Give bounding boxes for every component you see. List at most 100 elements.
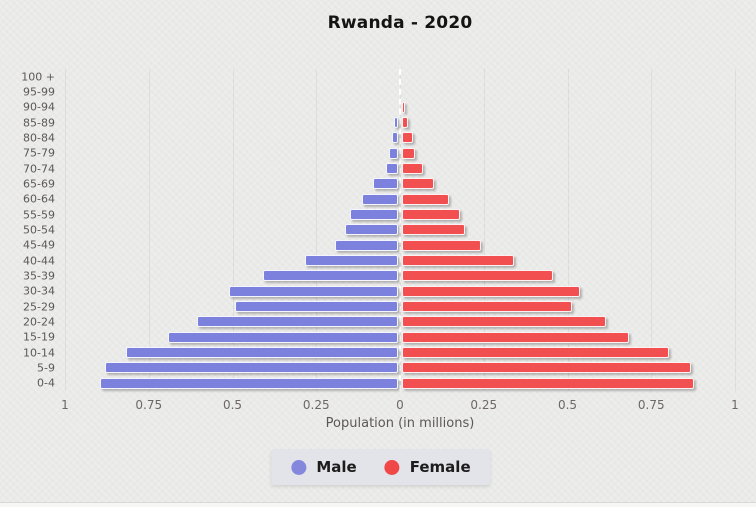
page-bottom-edge [0, 502, 756, 507]
female-bar-60-64[interactable] [402, 193, 449, 205]
male-bar-65-69[interactable] [373, 178, 398, 190]
x-tick-label: 1 [731, 398, 739, 412]
pyramid-row-75-79: 75-79 [23, 146, 735, 161]
female-bar-55-59[interactable] [402, 209, 460, 220]
male-legend-label: Male [316, 458, 357, 476]
pyramid-row-100: 100 + [21, 69, 735, 84]
male-bar-40-44[interactable] [304, 255, 398, 266]
male-bar-20-24[interactable] [196, 316, 398, 328]
age-group-label: 50-54 [23, 223, 55, 237]
gridline [316, 69, 318, 391]
x-tick-label: 0.5 [557, 398, 578, 412]
gridline [483, 69, 485, 391]
x-tick-label: 0.5 [222, 398, 243, 412]
male-bar-60-64[interactable] [362, 193, 398, 205]
legend: Male Female [271, 449, 491, 485]
female-bar-50-54[interactable] [402, 224, 466, 236]
gridline [232, 69, 234, 391]
age-group-label: 45-49 [23, 238, 55, 252]
plot-area: 100 +95-99 90-94 85-89 80-84 75-79 70-74 65-69… [21, 69, 736, 391]
male-bar-45-49[interactable] [335, 239, 398, 251]
male-bar-75-79[interactable] [388, 147, 398, 159]
pyramid-row-30-34: 30-34 [23, 284, 735, 299]
pyramid-row-15-19: 15-19 [23, 330, 735, 345]
male-bar-50-54[interactable] [345, 224, 398, 236]
female-bar-45-49[interactable] [402, 239, 481, 251]
age-group-label: 15-19 [23, 330, 55, 344]
gridline [651, 69, 653, 391]
pyramid-row-10-14: 10-14 [23, 345, 735, 360]
male-bar-35-39[interactable] [262, 270, 398, 282]
male-bar-30-34[interactable] [228, 285, 398, 297]
age-group-label: 90-94 [23, 100, 55, 114]
female-bar-10-14[interactable] [402, 347, 670, 358]
age-group-label: 95-99 [23, 85, 55, 99]
pyramid-row-90-94: 90-94 [23, 100, 735, 115]
female-legend-label: Female [409, 458, 471, 476]
x-tick-label: 1 [61, 398, 69, 412]
pyramid-row-65-69: 65-69 [23, 176, 735, 191]
pyramid-row-45-49: 45-49 [23, 238, 735, 253]
female-bar-0-4[interactable] [402, 377, 695, 389]
age-group-label: 75-79 [23, 146, 55, 160]
male-bar-85-89[interactable] [394, 117, 398, 128]
x-tick-label: 0.25 [470, 398, 498, 412]
pyramid-row-80-84: 80-84 [23, 130, 735, 145]
pyramid-row-25-29: 25-29 [23, 299, 735, 314]
pyramid-row-5-9: 5-9 [37, 360, 735, 375]
center-dashed-line [399, 69, 401, 391]
female-bar-70-74[interactable] [402, 163, 423, 174]
age-group-label: 80-84 [23, 131, 55, 145]
gridline [65, 69, 66, 391]
age-group-label: 10-14 [23, 346, 55, 360]
male-bar-15-19[interactable] [167, 331, 398, 343]
female-bar-5-9[interactable] [402, 362, 692, 374]
x-axis-ticks: 1 0.75 0.5 0.25 0 0.25 0.5 0.75 1 [61, 398, 739, 413]
male-bar-10-14[interactable] [126, 347, 398, 358]
age-group-label: 20-24 [23, 315, 55, 329]
female-bar-65-69[interactable] [402, 178, 434, 190]
age-group-label: 55-59 [23, 208, 55, 222]
female-bar-80-84[interactable] [402, 132, 414, 144]
female-bar-90-94[interactable] [402, 101, 406, 113]
age-group-label: 35-39 [23, 269, 55, 283]
age-group-label: 5-9 [37, 361, 55, 375]
pyramid-row-60-64: 60-64 [23, 192, 735, 207]
male-bar-25-29[interactable] [234, 301, 398, 312]
male-legend-dot-icon [291, 459, 307, 475]
pyramid-row-0-4: 0-4 [37, 376, 735, 391]
female-bar-75-79[interactable] [402, 147, 416, 159]
male-bar-0-4[interactable] [100, 377, 398, 389]
legend-item-male[interactable]: Male [291, 458, 357, 476]
female-bar-15-19[interactable] [402, 331, 630, 343]
pyramid-row-70-74: 70-74 [23, 161, 735, 176]
male-bar-55-59[interactable] [350, 209, 398, 220]
female-bar-30-34[interactable] [402, 285, 580, 297]
pyramid-row-40-44: 40-44 [23, 253, 735, 268]
age-group-label: 85-89 [23, 116, 55, 130]
x-tick-label: 0.75 [135, 398, 163, 412]
female-bar-85-89[interactable] [402, 117, 409, 128]
age-group-label: 100 + [21, 70, 55, 84]
pyramid-row-85-89: 85-89 [23, 115, 735, 130]
male-bar-5-9[interactable] [105, 362, 398, 374]
female-bar-40-44[interactable] [402, 255, 514, 266]
female-bar-35-39[interactable] [402, 270, 554, 282]
x-axis-label: Population (in millions) [325, 416, 475, 431]
female-bar-25-29[interactable] [402, 301, 572, 312]
pyramid-row-20-24: 20-24 [23, 314, 735, 329]
male-bar-80-84[interactable] [391, 132, 398, 144]
gridline [735, 69, 736, 391]
age-group-label: 40-44 [23, 254, 55, 268]
x-tick-label: 0 [396, 398, 404, 412]
age-group-label: 65-69 [23, 177, 55, 191]
age-group-label: 60-64 [23, 192, 55, 206]
legend-item-female[interactable]: Female [384, 458, 471, 476]
female-bar-20-24[interactable] [402, 316, 606, 328]
gridline [567, 69, 569, 391]
pyramid-row-35-39: 35-39 [23, 268, 735, 283]
male-bar-70-74[interactable] [385, 163, 398, 174]
pyramid-row-50-54: 50-54 [23, 222, 735, 237]
age-group-label: 70-74 [23, 162, 55, 176]
pyramid-row-55-59: 55-59 [23, 207, 735, 222]
